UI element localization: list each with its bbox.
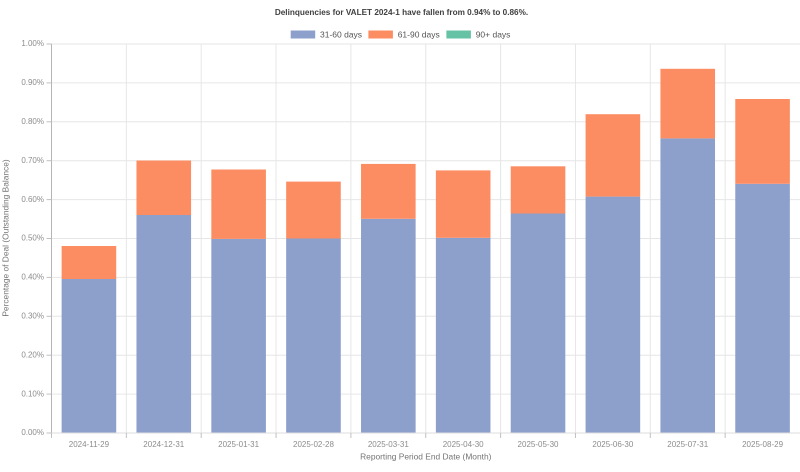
svg-text:0.30%: 0.30% (21, 312, 44, 321)
svg-text:2024-12-31: 2024-12-31 (143, 440, 184, 449)
svg-text:2025-03-31: 2025-03-31 (368, 440, 409, 449)
svg-text:2025-08-29: 2025-08-29 (742, 440, 783, 449)
svg-text:2025-06-30: 2025-06-30 (592, 440, 633, 449)
svg-text:Delinquencies for VALET 2024-1: Delinquencies for VALET 2024-1 have fall… (275, 8, 528, 17)
svg-text:31-60 days: 31-60 days (320, 30, 362, 40)
svg-text:2025-04-30: 2025-04-30 (443, 440, 484, 449)
svg-text:2025-02-28: 2025-02-28 (293, 440, 334, 449)
svg-text:0.70%: 0.70% (21, 156, 44, 165)
svg-text:1.00%: 1.00% (21, 39, 44, 48)
svg-text:90+ days: 90+ days (476, 30, 511, 40)
svg-text:0.10%: 0.10% (21, 389, 44, 398)
svg-text:Percentage of Deal (Outstandin: Percentage of Deal (Outstanding Balance) (1, 159, 11, 317)
svg-text:0.90%: 0.90% (21, 78, 44, 87)
svg-text:61-90 days: 61-90 days (398, 30, 440, 40)
svg-text:2025-07-31: 2025-07-31 (667, 440, 708, 449)
svg-text:0.80%: 0.80% (21, 117, 44, 126)
svg-text:0.50%: 0.50% (21, 234, 44, 243)
svg-text:Reporting Period End Date (Mon: Reporting Period End Date (Month) (360, 452, 491, 462)
svg-text:2025-05-30: 2025-05-30 (518, 440, 559, 449)
svg-text:0.60%: 0.60% (21, 195, 44, 204)
svg-text:0.00%: 0.00% (21, 428, 44, 437)
svg-text:2025-01-31: 2025-01-31 (218, 440, 259, 449)
svg-text:2024-11-29: 2024-11-29 (69, 440, 110, 449)
svg-text:0.20%: 0.20% (21, 350, 44, 359)
svg-text:0.40%: 0.40% (21, 273, 44, 282)
